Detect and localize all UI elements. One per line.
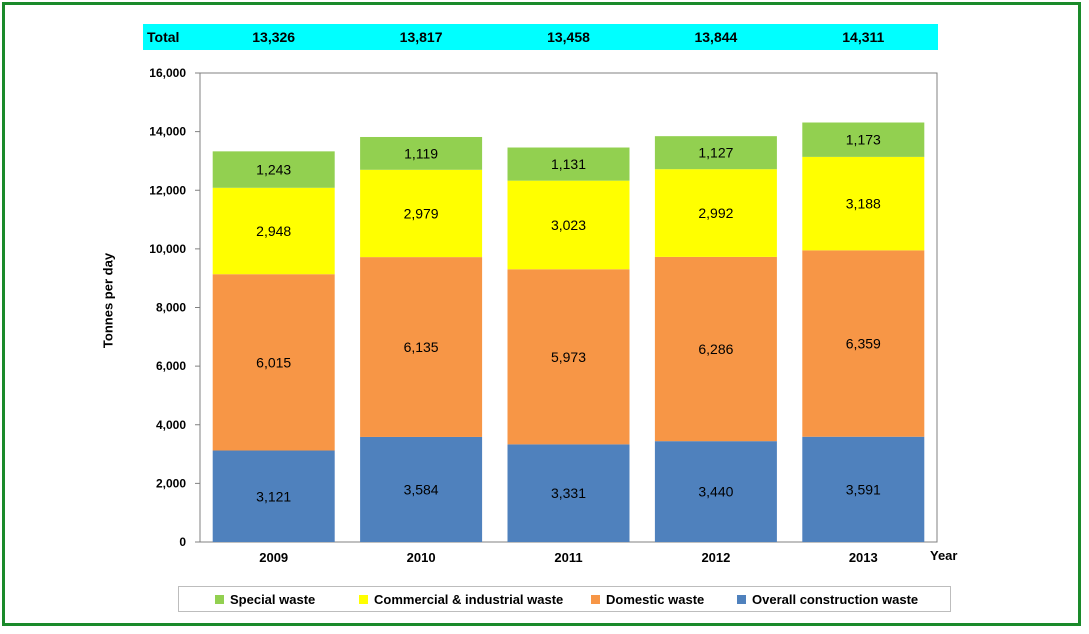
bar-segment <box>654 441 777 542</box>
legend-label: Domestic waste <box>606 592 705 607</box>
total-value-2009: 13,326 <box>252 29 296 45</box>
bar-segment <box>654 136 777 170</box>
y-tick-label: 0 <box>179 535 186 549</box>
bar-segment <box>212 187 335 275</box>
y-tick-label: 8,000 <box>156 301 186 315</box>
x-tick-label: 2010 <box>407 550 436 565</box>
legend-swatch <box>591 595 600 604</box>
bar-segment <box>360 436 483 542</box>
bar-segment <box>654 256 777 442</box>
bar-segment <box>507 269 630 445</box>
data-label: 3,188 <box>846 196 881 212</box>
bar-segment <box>212 274 335 451</box>
totals-label: Total <box>147 29 180 45</box>
data-label: 5,973 <box>551 349 586 365</box>
bar-segment <box>802 436 925 542</box>
data-label: 3,440 <box>698 484 733 500</box>
data-label: 3,584 <box>404 481 439 497</box>
bar-segment <box>654 169 777 257</box>
x-tick-label: 2011 <box>554 550 582 565</box>
x-tick-label: 2009 <box>259 550 288 565</box>
legend-swatch <box>737 595 746 604</box>
bar-segment <box>212 450 335 542</box>
legend: Special waste Commercial & industrial was… <box>178 586 951 612</box>
legend-label: Special waste <box>230 592 316 607</box>
y-tick-label: 2,000 <box>156 476 186 490</box>
bar-segment <box>802 122 925 157</box>
data-label: 3,023 <box>551 217 586 233</box>
total-value-2013: 14,311 <box>842 29 885 45</box>
y-tick-label: 12,000 <box>149 183 186 197</box>
total-value-2011: 13,458 <box>547 29 590 45</box>
legend-item: Domestic waste <box>591 592 704 607</box>
bar-segment <box>360 257 483 437</box>
bar-segment <box>360 136 483 170</box>
x-tick-label: 2013 <box>849 550 878 565</box>
data-label: 1,131 <box>551 156 586 172</box>
y-tick-label: 4,000 <box>156 418 186 432</box>
legend-item: Commercial & industrial waste <box>359 592 563 607</box>
legend-label: Commercial & industrial waste <box>374 592 564 607</box>
data-label: 2,992 <box>698 205 733 221</box>
data-label: 3,331 <box>551 485 586 501</box>
totals-row: Total 13,326 13,817 13,458 13,844 14,311 <box>143 24 938 50</box>
legend-swatch <box>359 595 368 604</box>
bar-segment <box>507 147 630 181</box>
data-label: 1,119 <box>404 145 438 161</box>
legend-item: Overall construction waste <box>737 592 918 607</box>
x-tick-label: 2012 <box>701 550 730 565</box>
y-tick-label: 10,000 <box>149 242 186 256</box>
bar-segment <box>360 169 483 258</box>
data-label: 1,243 <box>256 162 291 178</box>
total-value-2012: 13,844 <box>694 29 738 45</box>
bar-segment <box>507 444 630 542</box>
y-tick-label: 16,000 <box>149 66 186 80</box>
x-axis-label: Year <box>930 548 958 563</box>
data-label: 2,948 <box>256 223 291 239</box>
bar-segment <box>212 151 335 188</box>
data-label: 3,121 <box>256 488 291 504</box>
data-label: 6,359 <box>846 336 881 352</box>
bar-segment <box>802 156 925 251</box>
bar-segment <box>802 250 925 437</box>
legend-swatch <box>215 595 224 604</box>
total-value-2010: 13,817 <box>399 29 443 45</box>
data-label: 1,127 <box>698 145 733 161</box>
y-axis-label: Tonnes per day <box>100 252 116 349</box>
data-label: 3,591 <box>846 481 881 497</box>
data-label: 1,173 <box>846 132 881 148</box>
data-label: 2,979 <box>404 205 439 221</box>
y-tick-label: 6,000 <box>156 359 186 373</box>
bar-segment <box>507 180 630 270</box>
legend-label: Overall construction waste <box>752 592 919 607</box>
data-label: 6,135 <box>404 339 439 355</box>
y-tick-label: 14,000 <box>149 125 186 139</box>
data-label: 6,286 <box>698 341 733 357</box>
data-label: 6,015 <box>256 354 291 370</box>
legend-item: Special waste <box>215 592 315 607</box>
